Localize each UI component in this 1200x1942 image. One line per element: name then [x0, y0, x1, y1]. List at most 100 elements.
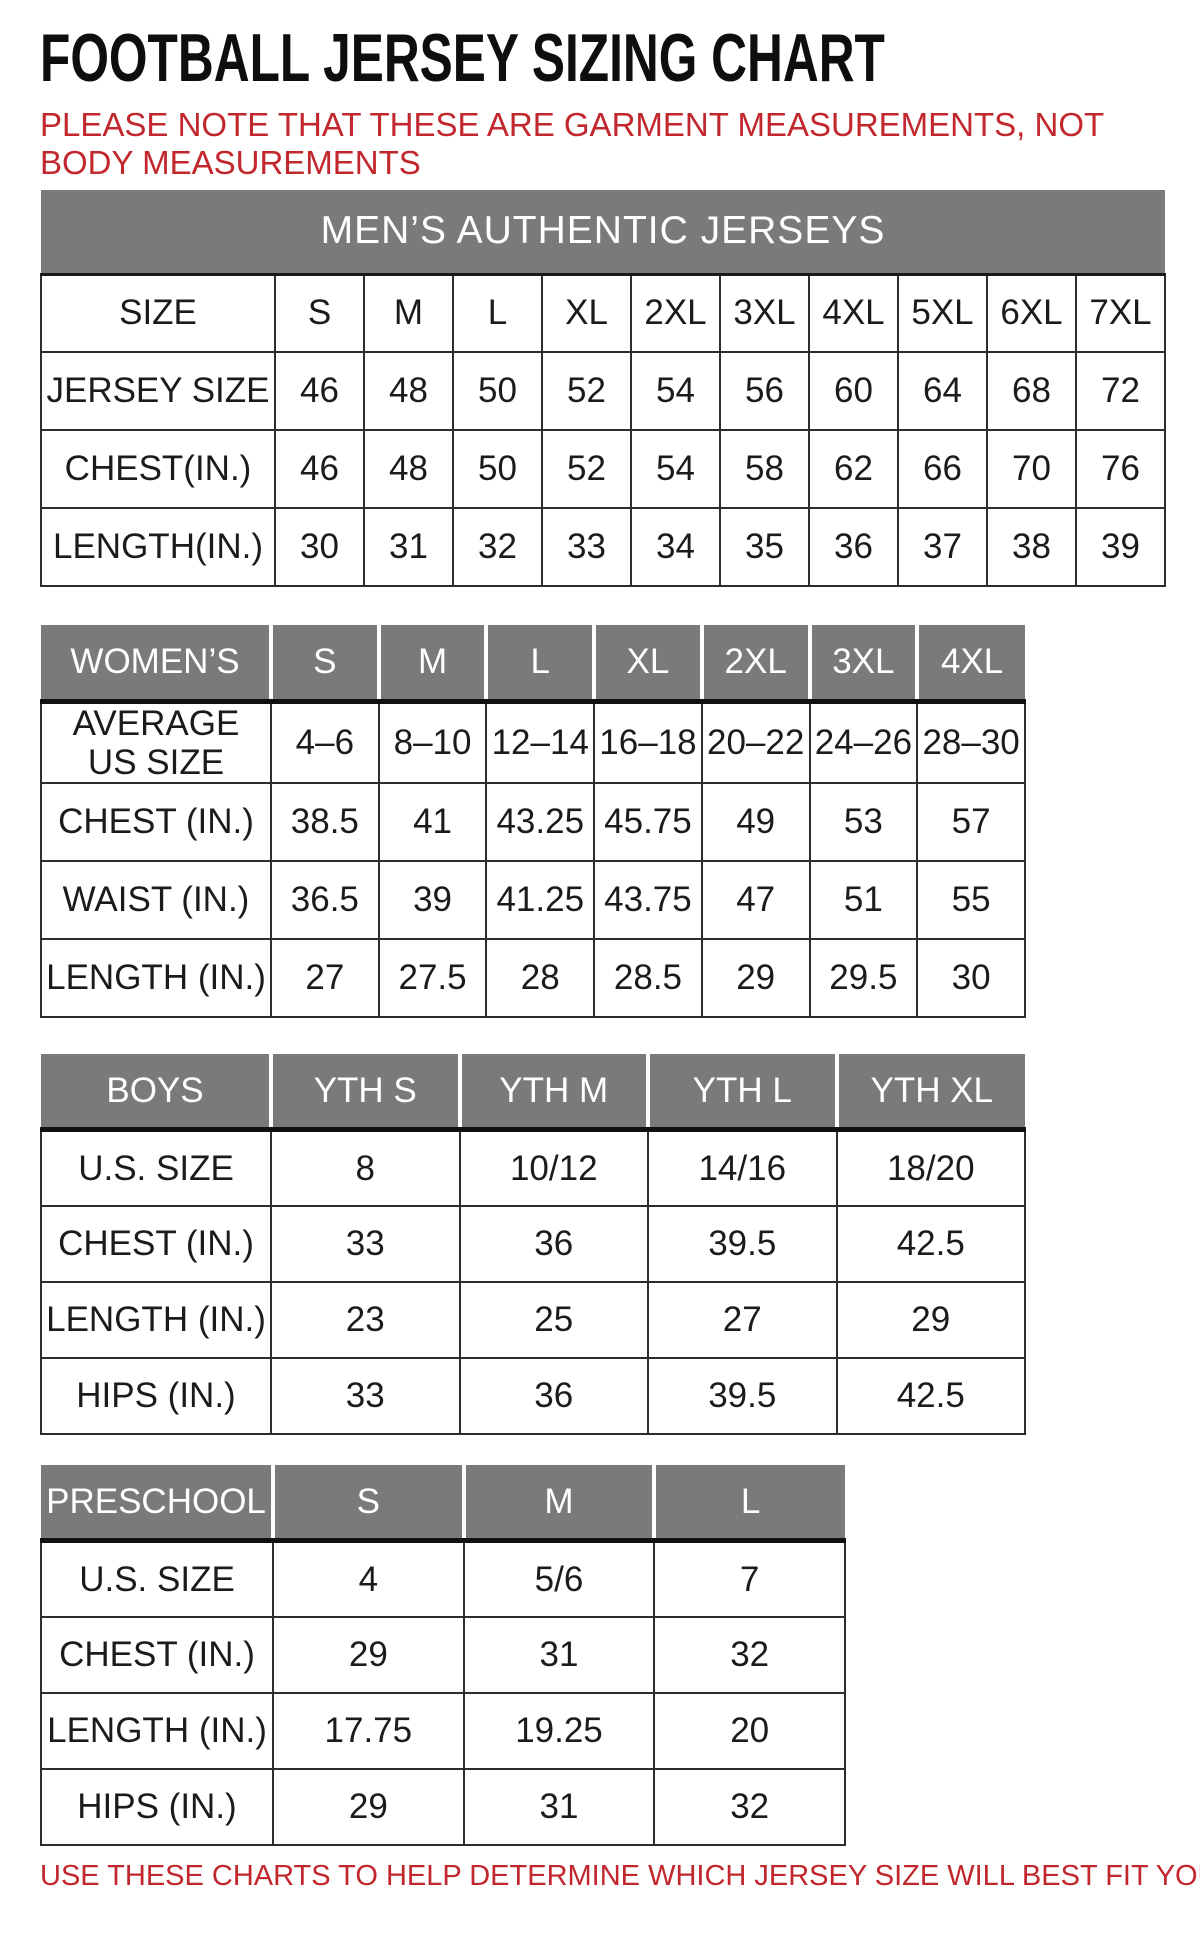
measurement-value: 52	[541, 351, 632, 431]
measurement-value: 29	[272, 1767, 465, 1846]
mens-authentic-jerseys-table: MEN’S AUTHENTIC JERSEYS SIZE S M L XL 2XL 3XL 4X…	[40, 190, 1166, 587]
table-title-cell: SIZE	[40, 273, 276, 353]
measurement-value: 17.75	[272, 1691, 465, 1770]
size-column-header: L	[484, 625, 597, 704]
size-column-header: M	[376, 625, 489, 704]
measurement-row-label: JERSEY SIZE	[40, 351, 276, 431]
size-column-header: 3XL	[719, 273, 810, 353]
table-row: WAIST (IN.) 36.5 39 41.25 43.75 47 51 55	[40, 859, 1026, 940]
measurement-value: 39.5	[647, 1356, 838, 1435]
table-title-cell: PRESCHOOL	[41, 1464, 275, 1544]
size-column-header: 3XL	[807, 625, 920, 704]
size-column-header: 2XL	[630, 273, 721, 353]
measurement-value: 4–6	[270, 700, 380, 784]
table-row: CHEST(IN.) 46 48 50 52 54 58 62 66 70 76	[40, 429, 1166, 509]
measurement-value: 58	[719, 429, 810, 509]
measurement-value: 41.25	[485, 859, 596, 940]
measurement-value: 10/12	[458, 1128, 649, 1207]
measurement-value: 43.75	[593, 859, 703, 940]
measurement-value: 32	[653, 1615, 846, 1694]
table-row: CHEST (IN.) 33 36 39.5 42.5	[40, 1204, 1026, 1283]
table-row: AVERAGE US SIZE 4–6 8–10 12–14 16–18 20–22 24–…	[40, 700, 1026, 784]
measurement-value: 4	[272, 1539, 465, 1618]
measurement-value: 7	[653, 1539, 846, 1618]
garment-measurements-note: PLEASE NOTE THAT THESE ARE GARMENT MEASU…	[40, 106, 1104, 181]
measurement-value: 70	[986, 429, 1077, 509]
measurement-row-label: U.S. SIZE	[40, 1128, 272, 1207]
table-row: JERSEY SIZE 46 48 50 52 54 56 60 64 68 72	[40, 351, 1166, 431]
measurement-row-label: CHEST (IN.)	[40, 781, 272, 862]
measurement-value: 62	[808, 429, 899, 509]
measurement-value: 30	[274, 507, 365, 587]
measurement-value: 47	[700, 859, 811, 940]
measurement-value: 29.5	[808, 937, 919, 1018]
table-title-cell: BOYS	[41, 1053, 273, 1133]
measurement-value: 68	[986, 351, 1077, 431]
measurement-value: 46	[274, 351, 365, 431]
measurement-value: 42.5	[835, 1356, 1026, 1435]
measurement-value: 30	[916, 937, 1026, 1018]
measurement-value: 19.25	[462, 1691, 656, 1770]
measurement-value: 37	[897, 507, 988, 587]
measurement-value: 20–22	[700, 700, 811, 784]
measurement-value: 36	[808, 507, 899, 587]
table-banner: MEN’S AUTHENTIC JERSEYS	[41, 190, 1165, 276]
measurement-value: 14/16	[647, 1128, 838, 1207]
measurement-value: 29	[272, 1615, 465, 1694]
size-column-header: 7XL	[1075, 273, 1166, 353]
measurement-row-label: HIPS (IN.)	[40, 1356, 272, 1435]
size-column-header: 6XL	[986, 273, 1077, 353]
measurement-value: 28	[485, 937, 596, 1018]
table-row: LENGTH (IN.) 27 27.5 28 28.5 29 29.5 30	[40, 937, 1026, 1018]
size-column-header: YTH S	[269, 1053, 462, 1133]
preschool-sizing-table: PRESCHOOL S M L U.S. SIZE 4 5/6 7 CHEST (IN.) 29 3…	[40, 1464, 846, 1846]
measurement-row-label: CHEST (IN.)	[40, 1204, 272, 1283]
size-column-header: M	[461, 1464, 657, 1544]
measurement-value: 53	[808, 781, 919, 862]
table-row: LENGTH (IN.) 23 25 27 29	[40, 1280, 1026, 1359]
measurement-value: 36	[458, 1356, 649, 1435]
measurement-value: 45.75	[593, 781, 703, 862]
measurement-value: 16–18	[593, 700, 703, 784]
size-column-header: 5XL	[897, 273, 988, 353]
size-column-header: YTH XL	[834, 1053, 1025, 1133]
size-column-header: S	[271, 1464, 466, 1544]
header-row: BOYS YTH S YTH M YTH L YTH XL	[41, 1053, 1025, 1133]
size-column-header: S	[269, 625, 381, 704]
measurement-value: 20	[653, 1691, 846, 1770]
measurement-row-label: LENGTH (IN.)	[40, 1691, 274, 1770]
header-row: WOMEN’S S M L XL 2XL 3XL 4XL	[41, 625, 1025, 704]
table-row: U.S. SIZE 4 5/6 7	[40, 1539, 846, 1618]
measurement-row-label: U.S. SIZE	[40, 1539, 274, 1618]
table-row: HIPS (IN.) 33 36 39.5 42.5	[40, 1356, 1026, 1435]
measurement-value: 41	[377, 781, 488, 862]
measurement-value: 35	[719, 507, 810, 587]
size-column-header: L	[652, 1464, 845, 1544]
measurement-value: 29	[835, 1280, 1026, 1359]
measurement-value: 36.5	[270, 859, 380, 940]
measurement-row-label: CHEST(IN.)	[40, 429, 276, 509]
measurement-value: 50	[452, 429, 543, 509]
measurement-row-label: LENGTH (IN.)	[40, 937, 272, 1018]
table-row: HIPS (IN.) 29 31 32	[40, 1767, 846, 1846]
table-row: LENGTH (IN.) 17.75 19.25 20	[40, 1691, 846, 1770]
table-title-cell: WOMEN’S	[41, 625, 273, 704]
size-column-header: YTH L	[646, 1053, 839, 1133]
measurement-value: 5/6	[462, 1539, 656, 1618]
size-column-header: 4XL	[808, 273, 899, 353]
measurement-row-label: LENGTH(IN.)	[40, 507, 276, 587]
size-column-header: XL	[541, 273, 632, 353]
measurement-value: 60	[808, 351, 899, 431]
measurement-value: 57	[916, 781, 1026, 862]
womens-sizing-table: WOMEN’S S M L XL 2XL 3XL 4XL AVERAGE US SIZE 4–6 8…	[40, 625, 1026, 1018]
measurement-value: 46	[274, 429, 365, 509]
size-column-header: 2XL	[699, 625, 812, 704]
measurement-row-label: CHEST (IN.)	[40, 1615, 274, 1694]
table-row: CHEST (IN.) 38.5 41 43.25 45.75 49 53 57	[40, 781, 1026, 862]
header-row: SIZE S M L XL 2XL 3XL 4XL 5XL 6XL 7XL	[40, 273, 1166, 353]
measurement-row-label: AVERAGE US SIZE	[40, 700, 272, 784]
size-column-header: L	[452, 273, 543, 353]
measurement-value: 31	[462, 1615, 656, 1694]
fit-guidance-note: USE THESE CHARTS TO HELP DETERMINE WHICH…	[40, 1859, 1200, 1892]
measurement-value: 28–30	[916, 700, 1026, 784]
